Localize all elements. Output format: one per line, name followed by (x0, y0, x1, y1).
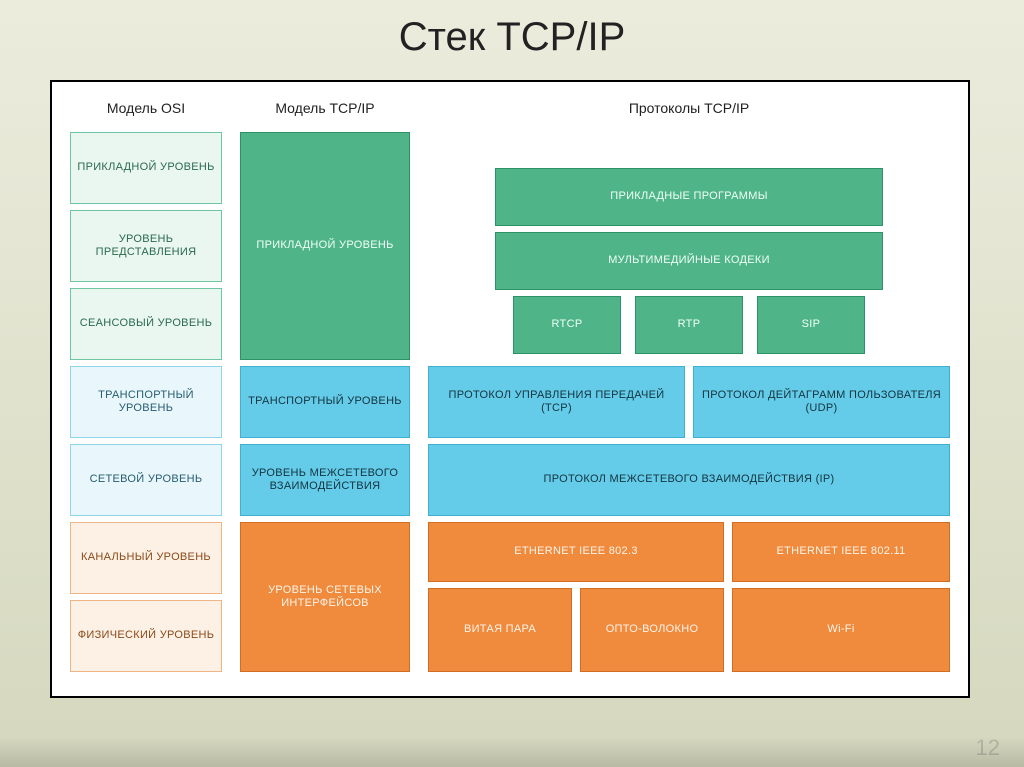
osi-layer-physical: ФИЗИЧЕСКИЙ УРОВЕНЬ (70, 600, 222, 672)
osi-layer-transport: ТРАНСПОРТНЫЙ УРОВЕНЬ (70, 366, 222, 438)
protocol-applications: ПРИКЛАДНЫЕ ПРОГРАММЫ (495, 168, 883, 226)
osi-layer-datalink: КАНАЛЬНЫЙ УРОВЕНЬ (70, 522, 222, 594)
protocol-ip: ПРОТОКОЛ МЕЖСЕТЕВОГО ВЗАИМОДЕЙСТВИЯ (IP) (428, 444, 950, 516)
protocols-column: Протоколы TCP/IP ПРИКЛАДНЫЕ ПРОГРАММЫ МУ… (428, 100, 950, 686)
protocol-udp: ПРОТОКОЛ ДЕЙТАГРАММ ПОЛЬЗОВАТЕЛЯ (UDP) (693, 366, 950, 438)
tcpip-model-stack: ПРИКЛАДНОЙ УРОВЕНЬ ТРАНСПОРТНЫЙ УРОВЕНЬ … (240, 132, 410, 686)
protocols-transport-row: ПРОТОКОЛ УПРАВЛЕНИЯ ПЕРЕДАЧЕЙ (TCP) ПРОТ… (428, 366, 950, 438)
protocol-wifi: Wi-Fi (732, 588, 950, 672)
protocols-wireless-group: ETHERNET IEEE 802.11 Wi-Fi (732, 522, 950, 672)
protocol-rtcp: RTCP (513, 296, 621, 354)
protocol-tcp: ПРОТОКОЛ УПРАВЛЕНИЯ ПЕРЕДАЧЕЙ (TCP) (428, 366, 685, 438)
osi-stack: ПРИКЛАДНОЙ УРОВЕНЬ УРОВЕНЬ ПРЕДСТАВЛЕНИЯ… (70, 132, 222, 686)
protocols-application-group: ПРИКЛАДНЫЕ ПРОГРАММЫ МУЛЬТИМЕДИЙНЫЕ КОДЕ… (428, 132, 950, 360)
protocols-wired-media: ВИТАЯ ПАРА ОПТО-ВОЛОКНО (428, 588, 724, 672)
slide: Стек TCP/IP Модель OSI ПРИКЛАДНОЙ УРОВЕН… (50, 15, 974, 698)
protocols-session-row: RTCP RTP SIP (428, 296, 950, 354)
protocol-sip: SIP (757, 296, 865, 354)
tcpip-layer-transport: ТРАНСПОРТНЫЙ УРОВЕНЬ (240, 366, 410, 438)
bottom-shadow (0, 737, 1024, 767)
protocol-codecs: МУЛЬТИМЕДИЙНЫЕ КОДЕКИ (495, 232, 883, 290)
protocol-fiber: ОПТО-ВОЛОКНО (580, 588, 724, 672)
diagram-frame: Модель OSI ПРИКЛАДНОЙ УРОВЕНЬ УРОВЕНЬ ПР… (50, 80, 970, 698)
osi-layer-application: ПРИКЛАДНОЙ УРОВЕНЬ (70, 132, 222, 204)
protocols-wired-group: ETHERNET IEEE 802.3 ВИТАЯ ПАРА ОПТО-ВОЛО… (428, 522, 724, 672)
protocol-rtp: RTP (635, 296, 743, 354)
tcpip-model-column: Модель TCP/IP ПРИКЛАДНОЙ УРОВЕНЬ ТРАНСПО… (240, 100, 410, 686)
slide-title: Стек TCP/IP (50, 15, 974, 60)
protocols-header: Протоколы TCP/IP (428, 100, 950, 118)
osi-header: Модель OSI (70, 100, 222, 118)
protocol-ethernet-8023: ETHERNET IEEE 802.3 (428, 522, 724, 582)
osi-layer-network: СЕТЕВОЙ УРОВЕНЬ (70, 444, 222, 516)
tcpip-layer-network: УРОВЕНЬ СЕТЕВЫХ ИНТЕРФЕЙСОВ (240, 522, 410, 672)
protocol-ethernet-80211: ETHERNET IEEE 802.11 (732, 522, 950, 582)
protocols-network-group: ETHERNET IEEE 802.3 ВИТАЯ ПАРА ОПТО-ВОЛО… (428, 522, 950, 672)
protocol-twisted-pair: ВИТАЯ ПАРА (428, 588, 572, 672)
tcpip-model-header: Модель TCP/IP (240, 100, 410, 118)
tcpip-layer-application: ПРИКЛАДНОЙ УРОВЕНЬ (240, 132, 410, 360)
app-spacer (428, 132, 950, 162)
page-number: 12 (976, 735, 1000, 761)
tcpip-layer-internet: УРОВЕНЬ МЕЖСЕТЕВОГО ВЗАИМОДЕЙСТВИЯ (240, 444, 410, 516)
protocols-stack: ПРИКЛАДНЫЕ ПРОГРАММЫ МУЛЬТИМЕДИЙНЫЕ КОДЕ… (428, 132, 950, 686)
osi-layer-presentation: УРОВЕНЬ ПРЕДСТАВЛЕНИЯ (70, 210, 222, 282)
osi-column: Модель OSI ПРИКЛАДНОЙ УРОВЕНЬ УРОВЕНЬ ПР… (70, 100, 222, 686)
osi-layer-session: СЕАНСОВЫЙ УРОВЕНЬ (70, 288, 222, 360)
